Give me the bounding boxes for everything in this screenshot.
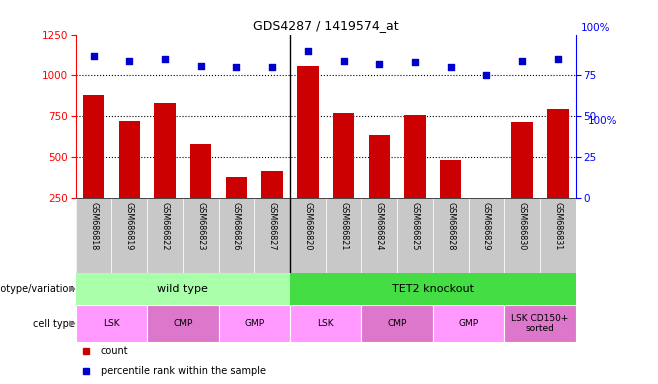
Point bbox=[374, 61, 384, 67]
Bar bbox=[218, 305, 290, 342]
Text: GSM686819: GSM686819 bbox=[125, 202, 134, 250]
Bar bbox=[404, 114, 426, 198]
Text: LSK: LSK bbox=[317, 319, 334, 328]
Point bbox=[124, 58, 134, 64]
Bar bbox=[290, 305, 361, 342]
Bar bbox=[226, 177, 247, 198]
Point bbox=[410, 59, 420, 65]
Bar bbox=[254, 198, 290, 273]
Bar bbox=[504, 198, 540, 273]
Point bbox=[160, 56, 170, 62]
Text: count: count bbox=[101, 346, 128, 356]
Bar bbox=[397, 198, 433, 273]
Text: GSM686818: GSM686818 bbox=[89, 202, 98, 250]
Text: GSM686825: GSM686825 bbox=[411, 202, 420, 250]
Text: wild type: wild type bbox=[157, 284, 209, 294]
Bar bbox=[76, 305, 147, 342]
Bar bbox=[326, 198, 361, 273]
Bar bbox=[368, 135, 390, 198]
Bar bbox=[297, 66, 318, 198]
Bar bbox=[547, 109, 569, 198]
Text: GSM686826: GSM686826 bbox=[232, 202, 241, 250]
Text: GSM686821: GSM686821 bbox=[339, 202, 348, 250]
Text: GSM686827: GSM686827 bbox=[268, 202, 276, 250]
Text: GSM686824: GSM686824 bbox=[375, 202, 384, 250]
Text: GSM686823: GSM686823 bbox=[196, 202, 205, 250]
Bar bbox=[111, 198, 147, 273]
Bar bbox=[511, 122, 533, 198]
Text: GSM686822: GSM686822 bbox=[161, 202, 170, 250]
Bar bbox=[76, 198, 111, 273]
Text: GSM686828: GSM686828 bbox=[446, 202, 455, 250]
Text: cell type: cell type bbox=[34, 318, 75, 329]
Bar bbox=[147, 198, 183, 273]
Bar bbox=[290, 273, 576, 305]
Bar bbox=[361, 198, 397, 273]
Bar bbox=[433, 305, 504, 342]
Point bbox=[267, 64, 278, 70]
Point bbox=[517, 58, 528, 64]
Bar bbox=[540, 198, 576, 273]
Point bbox=[231, 64, 241, 70]
Point bbox=[338, 58, 349, 64]
Bar bbox=[154, 103, 176, 198]
Bar bbox=[433, 198, 468, 273]
Bar bbox=[440, 160, 461, 198]
Text: GSM686820: GSM686820 bbox=[303, 202, 313, 250]
Bar bbox=[118, 121, 140, 198]
Text: 100%: 100% bbox=[581, 23, 610, 33]
Title: GDS4287 / 1419574_at: GDS4287 / 1419574_at bbox=[253, 19, 399, 32]
Text: TET2 knockout: TET2 knockout bbox=[392, 284, 474, 294]
Bar bbox=[333, 113, 354, 198]
Point bbox=[303, 48, 313, 54]
Text: GMP: GMP bbox=[459, 319, 478, 328]
Bar bbox=[261, 171, 283, 198]
Point bbox=[445, 64, 456, 70]
Point bbox=[553, 56, 563, 62]
Bar bbox=[183, 198, 218, 273]
Bar bbox=[504, 305, 576, 342]
Y-axis label: 100%: 100% bbox=[588, 116, 617, 126]
Point bbox=[195, 63, 206, 69]
Text: genotype/variation: genotype/variation bbox=[0, 284, 75, 294]
Text: LSK: LSK bbox=[103, 319, 120, 328]
Bar bbox=[468, 198, 504, 273]
Text: percentile rank within the sample: percentile rank within the sample bbox=[101, 366, 266, 376]
Text: CMP: CMP bbox=[388, 319, 407, 328]
Bar bbox=[290, 198, 326, 273]
Point bbox=[88, 53, 99, 59]
Bar bbox=[361, 305, 433, 342]
Text: GSM686829: GSM686829 bbox=[482, 202, 491, 250]
Text: CMP: CMP bbox=[173, 319, 193, 328]
Bar bbox=[83, 95, 104, 198]
Text: GSM686831: GSM686831 bbox=[553, 202, 563, 250]
Bar bbox=[147, 305, 218, 342]
Point bbox=[481, 72, 492, 78]
Bar bbox=[76, 273, 290, 305]
Text: GSM686830: GSM686830 bbox=[518, 202, 526, 250]
Bar bbox=[190, 144, 211, 198]
Text: GMP: GMP bbox=[244, 319, 265, 328]
Text: LSK CD150+
sorted: LSK CD150+ sorted bbox=[511, 314, 569, 333]
Bar bbox=[218, 198, 254, 273]
